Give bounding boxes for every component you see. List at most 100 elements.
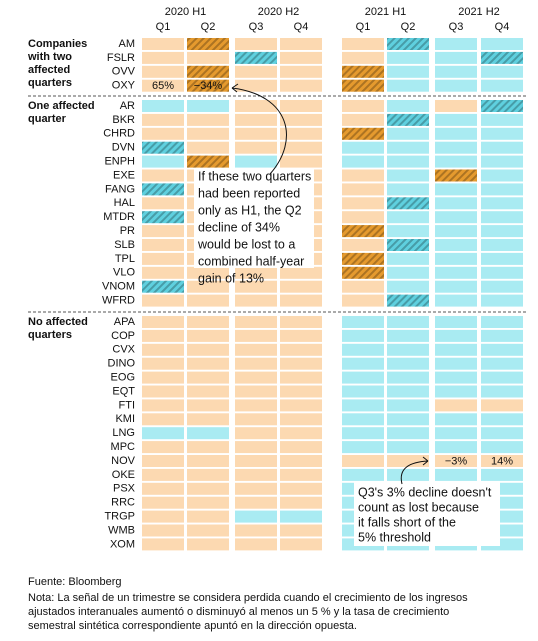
cell — [342, 468, 384, 481]
row-label: OXY — [112, 80, 136, 92]
cell — [387, 455, 429, 467]
arrow-head — [231, 83, 239, 93]
cell — [142, 38, 184, 50]
cell — [142, 266, 184, 279]
row-label: EOG — [111, 372, 135, 384]
cell — [280, 468, 322, 481]
cell — [435, 329, 477, 342]
row-label: TPL — [115, 253, 135, 265]
cell — [342, 183, 384, 196]
cell — [435, 294, 477, 307]
cell — [235, 127, 277, 140]
cell-hatch — [342, 225, 384, 238]
cell — [435, 113, 477, 126]
cell — [142, 427, 184, 440]
cell — [387, 51, 429, 64]
cell — [235, 294, 277, 307]
cell — [481, 197, 523, 210]
cell — [342, 413, 384, 426]
group-label: with two — [27, 51, 72, 63]
cell — [142, 455, 184, 467]
cell — [142, 155, 184, 168]
quarter-label: Q3 — [249, 21, 264, 33]
cell — [387, 79, 429, 92]
cell — [235, 427, 277, 440]
cell — [481, 427, 523, 440]
cell — [235, 538, 277, 551]
cell — [435, 427, 477, 440]
cell — [342, 329, 384, 342]
cell — [187, 141, 229, 154]
cell — [435, 343, 477, 356]
cell — [142, 239, 184, 251]
cell — [342, 51, 384, 64]
cell — [481, 399, 523, 412]
value-label: −34% — [194, 80, 223, 92]
cell — [187, 413, 229, 426]
group-label: affected — [28, 64, 70, 76]
cell — [435, 399, 477, 412]
cell — [481, 441, 523, 454]
cell — [187, 510, 229, 523]
cell — [142, 113, 184, 126]
cell — [280, 357, 322, 370]
cell-hatch — [142, 183, 184, 196]
cell — [342, 357, 384, 370]
cell-hatch — [187, 65, 229, 78]
cell — [387, 100, 429, 112]
cell-hatch — [235, 51, 277, 64]
cell — [187, 294, 229, 307]
cell — [342, 239, 384, 251]
cell — [435, 127, 477, 140]
cell — [142, 329, 184, 342]
cell — [481, 169, 523, 182]
annotation-text: had been reported — [198, 186, 300, 200]
cell — [387, 441, 429, 454]
cell — [280, 155, 322, 168]
cell — [187, 524, 229, 537]
cell — [280, 127, 322, 140]
row-label: ENPH — [104, 156, 135, 168]
cell — [280, 280, 322, 293]
cell — [235, 316, 277, 328]
cell — [435, 316, 477, 328]
period-label: 2020 H2 — [258, 6, 300, 18]
cell — [235, 441, 277, 454]
annotation-text: count as lost because — [358, 500, 479, 514]
cell — [187, 329, 229, 342]
annotation: If these two quarters had been reported on… — [194, 83, 314, 285]
row-label: CVX — [112, 344, 135, 356]
row-label: VNOM — [102, 281, 135, 293]
cell — [342, 371, 384, 384]
cell — [235, 468, 277, 481]
row-label: MTDR — [103, 211, 135, 223]
period-label: 2020 H1 — [165, 6, 207, 18]
cell — [387, 399, 429, 412]
cell — [481, 155, 523, 168]
cell — [481, 294, 523, 307]
cell — [387, 343, 429, 356]
cell — [187, 127, 229, 140]
cell — [481, 343, 523, 356]
cell — [235, 266, 277, 279]
cell — [187, 399, 229, 412]
cell-hatch — [387, 113, 429, 126]
quarter-label: Q4 — [294, 21, 309, 33]
row-label: XOM — [110, 538, 135, 550]
cell — [235, 524, 277, 537]
cell — [280, 482, 322, 495]
cell — [235, 455, 277, 467]
annotation-arrow — [231, 87, 287, 175]
row-label: FANG — [105, 183, 135, 195]
cell — [435, 65, 477, 78]
cell — [387, 211, 429, 224]
cell — [142, 127, 184, 140]
cell — [435, 468, 477, 481]
row-label: EQT — [112, 385, 135, 397]
cell — [280, 141, 322, 154]
cell — [235, 385, 277, 398]
cell — [342, 316, 384, 328]
cell — [280, 413, 322, 426]
cell — [142, 468, 184, 481]
